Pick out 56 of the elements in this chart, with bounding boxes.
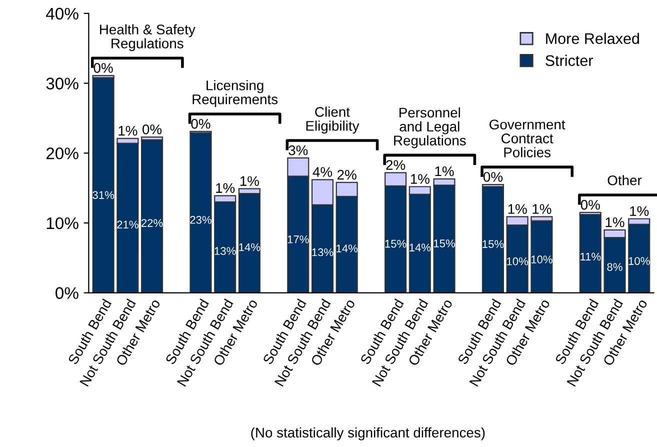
data-label: 1%	[606, 217, 624, 228]
data-label: 14%	[239, 243, 260, 252]
y-tick-label: 40%	[46, 8, 78, 20]
annotation: Personnel and Legal Regulations	[394, 107, 466, 148]
data-label: 2%	[338, 170, 356, 180]
y-tick-label: 0%	[56, 287, 78, 299]
data-label: 2%	[386, 160, 406, 170]
data-label: 14%	[336, 244, 358, 252]
bar	[92, 77, 114, 293]
annotation: Licensing Requirements	[192, 80, 278, 107]
data-label: 14%	[410, 244, 431, 252]
y-tick-label: 10%	[46, 217, 78, 230]
data-label: 0%	[483, 172, 503, 182]
y-tick-label: 20%	[46, 148, 78, 160]
bar	[482, 186, 504, 293]
data-label: 0%	[580, 200, 600, 210]
bar	[190, 132, 212, 293]
bar	[579, 214, 602, 293]
data-label: 0%	[142, 124, 162, 134]
data-label: 1%	[410, 174, 430, 184]
data-label: 15%	[434, 240, 455, 248]
annotation: Health & Safety Regulations	[100, 24, 196, 52]
data-label: 31%	[92, 191, 114, 199]
data-label: 15%	[482, 240, 504, 248]
data-label: 13%	[214, 247, 236, 255]
annotation: Other	[608, 175, 642, 186]
bar	[140, 139, 164, 293]
data-label: 0%	[191, 118, 210, 129]
data-label: 10%	[531, 256, 552, 264]
data-label: 1%	[435, 166, 454, 176]
data-label: 23%	[190, 216, 212, 224]
data-label: 3%	[288, 145, 308, 156]
legend-label: More Relaxed	[546, 32, 639, 44]
data-label: 8%	[607, 263, 622, 271]
text: (No statistically significant differences)	[251, 427, 485, 440]
data-label: 13%	[312, 248, 334, 256]
annotation: Client Eligibility	[306, 106, 360, 134]
data-label: 10%	[507, 257, 528, 266]
data-label: 1%	[630, 206, 649, 216]
data-label: 1%	[532, 204, 552, 214]
data-label: 1%	[118, 126, 138, 136]
data-label: 21%	[117, 220, 138, 228]
data-label: 15%	[385, 240, 406, 248]
y-tick-label: 30%	[46, 78, 78, 90]
data-label: 17%	[288, 235, 309, 244]
data-label: 11%	[580, 252, 601, 261]
data-label: 1%	[240, 176, 259, 186]
bar	[530, 220, 553, 293]
data-label: 0%	[94, 62, 113, 73]
annotation: Government Contract Policies	[490, 120, 566, 158]
data-label: 22%	[141, 219, 163, 227]
data-label: 4%	[312, 167, 332, 177]
data-label: 1%	[508, 204, 527, 214]
legend-label: Stricter	[546, 54, 593, 66]
data-label: 10%	[628, 257, 650, 265]
data-label: 1%	[216, 183, 235, 193]
